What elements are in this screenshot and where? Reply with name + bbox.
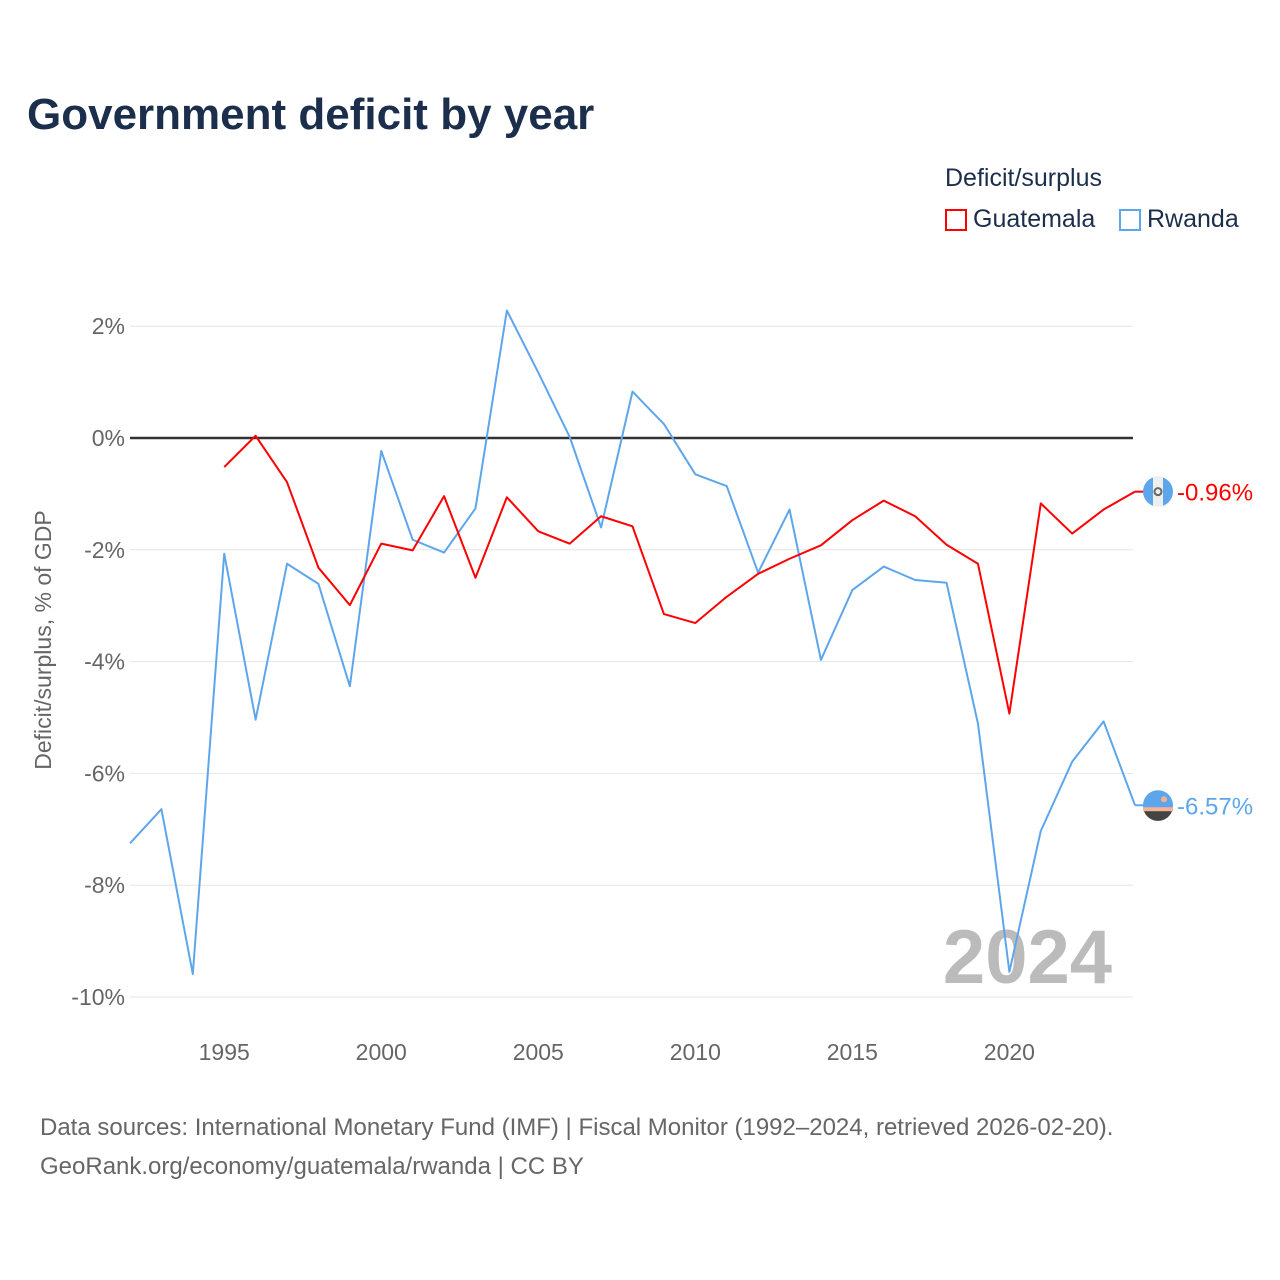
flag-stripe xyxy=(1153,476,1163,507)
y-axis-label: Deficit/surplus, % of GDP xyxy=(30,510,56,769)
y-tick-label: 0% xyxy=(92,425,125,451)
x-tick-label: 2005 xyxy=(513,1039,564,1065)
y-tick-label: 2% xyxy=(92,313,125,339)
y-tick-label: -2% xyxy=(84,537,125,563)
x-tick-label: 2020 xyxy=(984,1039,1035,1065)
legend-swatch xyxy=(1119,208,1141,231)
x-tick-label: 2000 xyxy=(356,1039,407,1065)
source-note: Data sources: International Monetary Fun… xyxy=(40,1108,1113,1186)
flag-emblem xyxy=(1153,487,1163,497)
y-tick-label: -6% xyxy=(84,760,125,786)
x-tick-label: 2015 xyxy=(827,1039,878,1065)
flag-stripe xyxy=(1143,807,1173,812)
series-line-guatemala xyxy=(223,434,1136,715)
source-line-1: Data sources: International Monetary Fun… xyxy=(40,1114,1114,1141)
legend-label: Rwanda xyxy=(1147,205,1239,233)
legend-label: Guatemala xyxy=(973,205,1096,233)
legend-item-rwanda[interactable]: Rwanda xyxy=(1119,205,1239,234)
flag-stripe xyxy=(1144,811,1172,821)
legend-title: Deficit/surplus xyxy=(945,164,1102,192)
x-tick-label: 2010 xyxy=(670,1039,721,1065)
end-value-label: -6.57% xyxy=(1177,793,1253,820)
end-value-label: -0.96% xyxy=(1177,480,1253,507)
year-watermark: 2024 xyxy=(943,915,1112,1000)
y-tick-label: -10% xyxy=(71,984,125,1010)
y-tick-label: -4% xyxy=(84,649,125,675)
legend-item-guatemala[interactable]: Guatemala xyxy=(945,205,1095,234)
chart-title: Government deficit by year xyxy=(27,90,595,139)
y-tick-label: -8% xyxy=(84,872,125,898)
x-tick-label: 1995 xyxy=(199,1039,250,1065)
legend-swatch xyxy=(945,208,967,231)
flag-sun xyxy=(1161,796,1167,803)
series-line-rwanda xyxy=(129,309,1136,976)
source-line-2[interactable]: GeoRank.org/economy/guatemala/rwanda | C… xyxy=(40,1153,584,1180)
